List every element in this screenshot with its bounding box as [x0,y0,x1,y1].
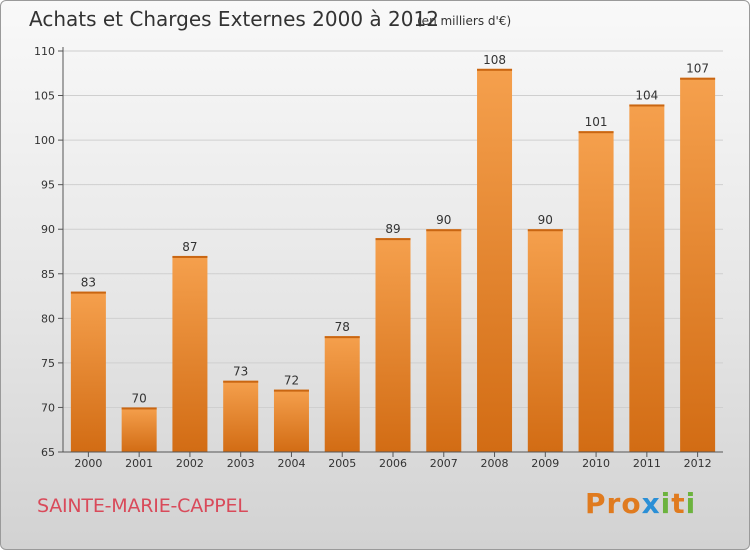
y-tick-label: 100 [34,134,55,147]
bar-top-edge [578,131,614,134]
chart-title: Achats et Charges Externes 2000 à 2012 [29,7,439,31]
x-tick-label: 2009 [531,457,559,470]
x-tick-label: 2001 [125,457,153,470]
y-tick-label: 65 [41,446,55,459]
x-tick-label: 2012 [684,457,712,470]
labels: 65 70 75 80 85 90 95 100 105 110 83 2000 70 2001 87 200… [34,45,712,470]
chart-unit: (en milliers d'€) [417,14,512,28]
bar-top-edge [324,336,360,339]
bar-value-label: 90 [436,213,451,227]
bar-value-label: 107 [686,62,709,76]
x-tick-label: 2000 [74,457,102,470]
logo-letter: P [585,487,607,520]
logo-letter: t [671,487,686,520]
bar [629,104,665,452]
x-tick-label: 2003 [227,457,255,470]
bar-value-label: 73 [233,365,248,379]
x-tick-label: 2002 [176,457,204,470]
y-tick-label: 85 [41,268,55,281]
y-tick-label: 75 [41,357,55,370]
logo-letter: o [621,487,642,520]
bar [680,77,716,452]
y-tick-label: 80 [41,312,55,325]
bar-top-edge [375,238,411,241]
bar-top-edge [477,68,513,71]
logo-letter: i [660,487,672,520]
bar-top-edge [629,104,665,107]
x-tick-label: 2008 [481,457,509,470]
x-tick-label: 2006 [379,457,407,470]
bar-value-label: 104 [635,88,658,102]
x-tick-label: 2011 [633,457,661,470]
bar-top-edge [426,229,462,232]
y-tick-label: 110 [34,45,55,58]
y-tick-label: 90 [41,223,55,236]
bar-top-edge [223,380,259,383]
x-tick-label: 2007 [430,457,458,470]
x-tick-label: 2004 [277,457,305,470]
bar [121,407,157,452]
logo-letter: x [641,487,661,520]
bar-top-edge [527,229,563,232]
bar-top-edge [273,389,309,392]
bar [375,238,411,452]
bar-top-edge [680,77,716,80]
bar-value-label: 101 [585,115,608,129]
bar-value-label: 72 [284,374,299,388]
bar-value-label: 83 [81,276,96,290]
bar [70,291,106,452]
bar [477,68,513,453]
x-tick-label: 2010 [582,457,610,470]
x-tick-label: 2005 [328,457,356,470]
logo-letter: r [606,487,622,520]
y-tick-label: 95 [41,179,55,192]
bar [578,131,614,452]
bar-value-label: 89 [385,222,400,236]
axes [58,47,723,457]
bar-top-edge [121,407,157,410]
bar-top-edge [172,255,208,258]
y-tick-label: 105 [34,90,55,103]
bar [273,389,309,452]
bar-value-label: 87 [182,240,197,254]
bar-value-label: 78 [335,320,350,334]
bar [426,229,462,452]
bar-top-edge [70,291,106,294]
proxiti-logo: Proxiti [585,487,696,520]
bar-value-label: 90 [538,213,553,227]
bar [527,229,563,452]
bar [223,380,259,452]
bar [324,336,360,452]
bar-value-label: 70 [132,391,147,405]
commune-name: SAINTE-MARIE-CAPPEL [37,495,248,517]
logo-letter: i [685,487,697,520]
bar [172,255,208,452]
bar-value-label: 108 [483,53,506,67]
y-tick-label: 70 [41,401,55,414]
bars [70,68,716,453]
